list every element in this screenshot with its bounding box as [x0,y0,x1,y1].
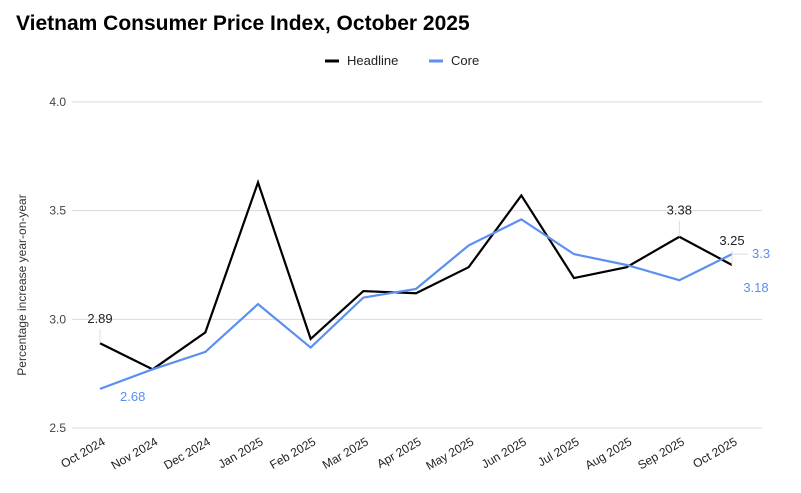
x-tick-label: Nov 2024 [109,434,161,472]
chart-title: Vietnam Consumer Price Index, October 20… [16,12,470,35]
legend-label-headline: Headline [347,53,398,68]
x-tick-label: Oct 2025 [690,434,739,471]
data-label: 3.18 [743,280,768,295]
x-tick-label: May 2025 [424,434,477,473]
x-tick-label: Aug 2025 [583,434,635,472]
x-tick-label: Mar 2025 [320,434,371,472]
x-tick-label: Dec 2024 [161,434,213,472]
x-tick-label: Oct 2024 [58,434,107,471]
y-tick-label: 4.0 [49,95,66,109]
x-tick-label: Jun 2025 [479,434,529,471]
data-label: 3.25 [719,233,744,248]
y-axis-label: Percentage increase year-on-year [15,194,29,375]
y-tick-label: 2.5 [49,421,66,435]
data-label: 2.68 [120,389,145,404]
series-line-core [99,218,733,390]
y-tick-label: 3.5 [49,204,66,218]
x-tick-label: Feb 2025 [267,434,318,472]
data-label: 3.3 [752,246,770,261]
x-tick-label: Sep 2025 [635,434,687,472]
x-tick-label: Jul 2025 [535,434,582,469]
legend-label-core: Core [451,53,479,68]
x-tick-label: Apr 2025 [374,434,423,471]
y-tick-label: 3.0 [49,312,66,326]
data-label: 3.38 [667,203,692,218]
data-label: 2.89 [87,311,112,326]
x-tick-label: Jan 2025 [216,434,266,471]
